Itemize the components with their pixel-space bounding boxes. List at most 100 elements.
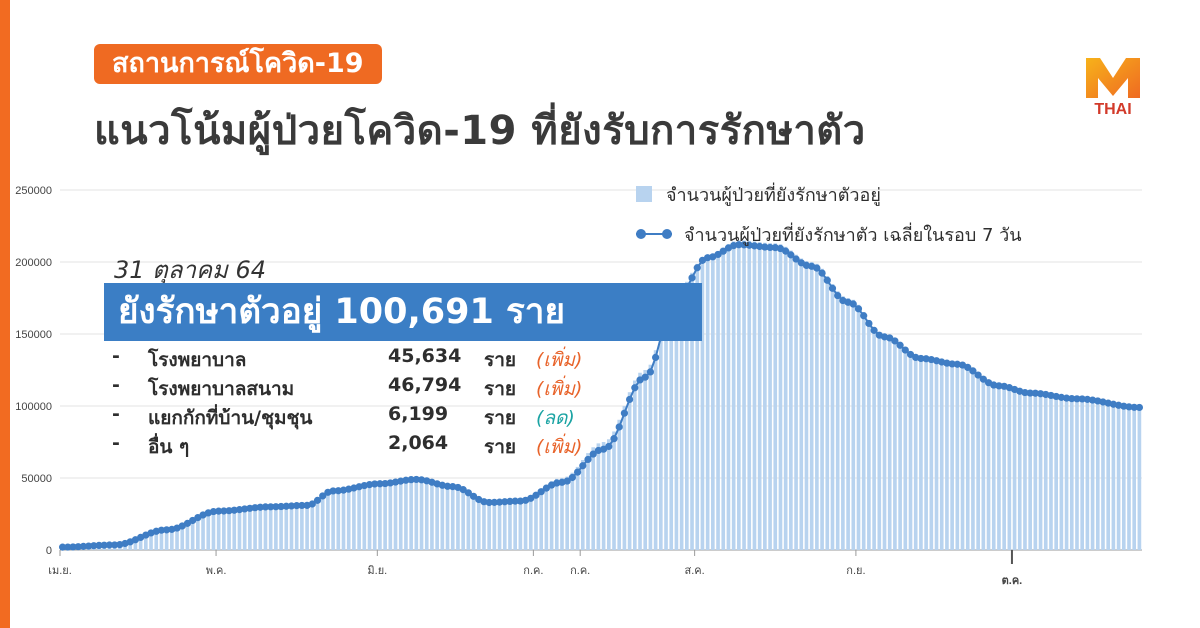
bar: [575, 466, 580, 550]
bar: [612, 431, 616, 550]
line-point: [85, 542, 93, 550]
line-point: [995, 382, 1003, 390]
line-point: [901, 346, 909, 354]
bar: [341, 488, 346, 550]
bar: [196, 516, 200, 550]
bar: [383, 482, 387, 550]
line-point: [277, 502, 285, 511]
bar: [1085, 399, 1090, 550]
bar: [799, 258, 804, 550]
bar: [872, 327, 876, 550]
bar: [617, 419, 622, 550]
bar: [222, 509, 226, 550]
line-point: [854, 305, 863, 313]
bar: [591, 447, 596, 550]
bar: [164, 528, 169, 550]
line-point: [756, 242, 764, 251]
bar: [908, 351, 913, 550]
row-value: 6,199: [388, 403, 449, 425]
bar: [789, 250, 793, 551]
line-point: [209, 507, 218, 516]
line-point: [787, 251, 795, 259]
bar: [1059, 397, 1064, 550]
line-point: [745, 241, 753, 249]
line-point: [834, 291, 842, 300]
line-point: [100, 541, 108, 549]
line-point: [891, 337, 899, 345]
bar: [227, 509, 231, 550]
bar: [528, 496, 533, 550]
bar: [1106, 402, 1111, 550]
bar: [965, 365, 970, 550]
line-point: [506, 497, 514, 505]
bar: [1028, 391, 1032, 550]
x-tick-label: มิ.ย.: [367, 565, 387, 577]
bar: [450, 483, 455, 550]
bar: [211, 510, 216, 550]
bar: [1038, 392, 1043, 550]
line-point: [735, 241, 743, 249]
line-point: [111, 541, 119, 549]
bar: [659, 330, 663, 550]
line-point: [828, 284, 837, 292]
line-point: [287, 502, 296, 510]
line-point: [251, 504, 259, 512]
bar: [149, 531, 153, 550]
bar: [685, 281, 689, 550]
bar: [1017, 389, 1022, 550]
bar: [596, 443, 601, 550]
line-point: [527, 494, 535, 502]
line-point: [979, 375, 987, 383]
line-point: [256, 503, 264, 511]
line-point: [371, 480, 379, 488]
bar: [893, 338, 897, 550]
x-tick-label: ส.ค.: [685, 565, 705, 577]
bar: [601, 442, 606, 550]
bar: [757, 242, 762, 550]
bar: [653, 350, 658, 550]
bar: [856, 304, 861, 550]
line-point: [402, 476, 410, 484]
bar: [170, 527, 174, 550]
line-point: [865, 319, 873, 328]
bar: [346, 487, 351, 550]
bar: [508, 499, 512, 550]
bar: [971, 369, 975, 550]
line-point: [849, 300, 857, 308]
line-point: [906, 350, 915, 359]
line-point: [407, 476, 415, 484]
line-point: [766, 243, 774, 252]
line-point: [261, 503, 270, 511]
y-tick-label: 150000: [15, 329, 52, 341]
bar: [279, 503, 283, 550]
x-tick-label: ก.ค.: [570, 565, 590, 577]
line-point: [225, 507, 233, 515]
row-name: อื่น ๆ: [148, 436, 190, 458]
bar: [1069, 398, 1074, 550]
bar: [201, 513, 205, 550]
x-tick-label: ก.ย.: [846, 565, 865, 577]
bar: [643, 370, 648, 550]
line-point: [1130, 403, 1138, 411]
line-point: [646, 368, 655, 376]
mthai-logo-text: THAI: [1094, 101, 1131, 118]
bar: [206, 511, 211, 550]
bar: [924, 355, 928, 550]
mthai-logo: THAI: [1086, 58, 1140, 118]
bar: [263, 504, 268, 550]
bar: [700, 257, 705, 550]
bar: [903, 347, 908, 550]
line-point: [157, 526, 166, 534]
bar: [513, 499, 517, 550]
bar: [300, 502, 304, 550]
bar: [523, 498, 528, 550]
bar: [534, 492, 538, 550]
mthai-logo-mark: [1086, 58, 1140, 98]
line-point: [584, 455, 592, 464]
line-point: [74, 543, 82, 551]
bar: [877, 332, 882, 550]
line-point: [215, 507, 223, 515]
bar: [867, 320, 871, 550]
bar: [882, 334, 887, 550]
